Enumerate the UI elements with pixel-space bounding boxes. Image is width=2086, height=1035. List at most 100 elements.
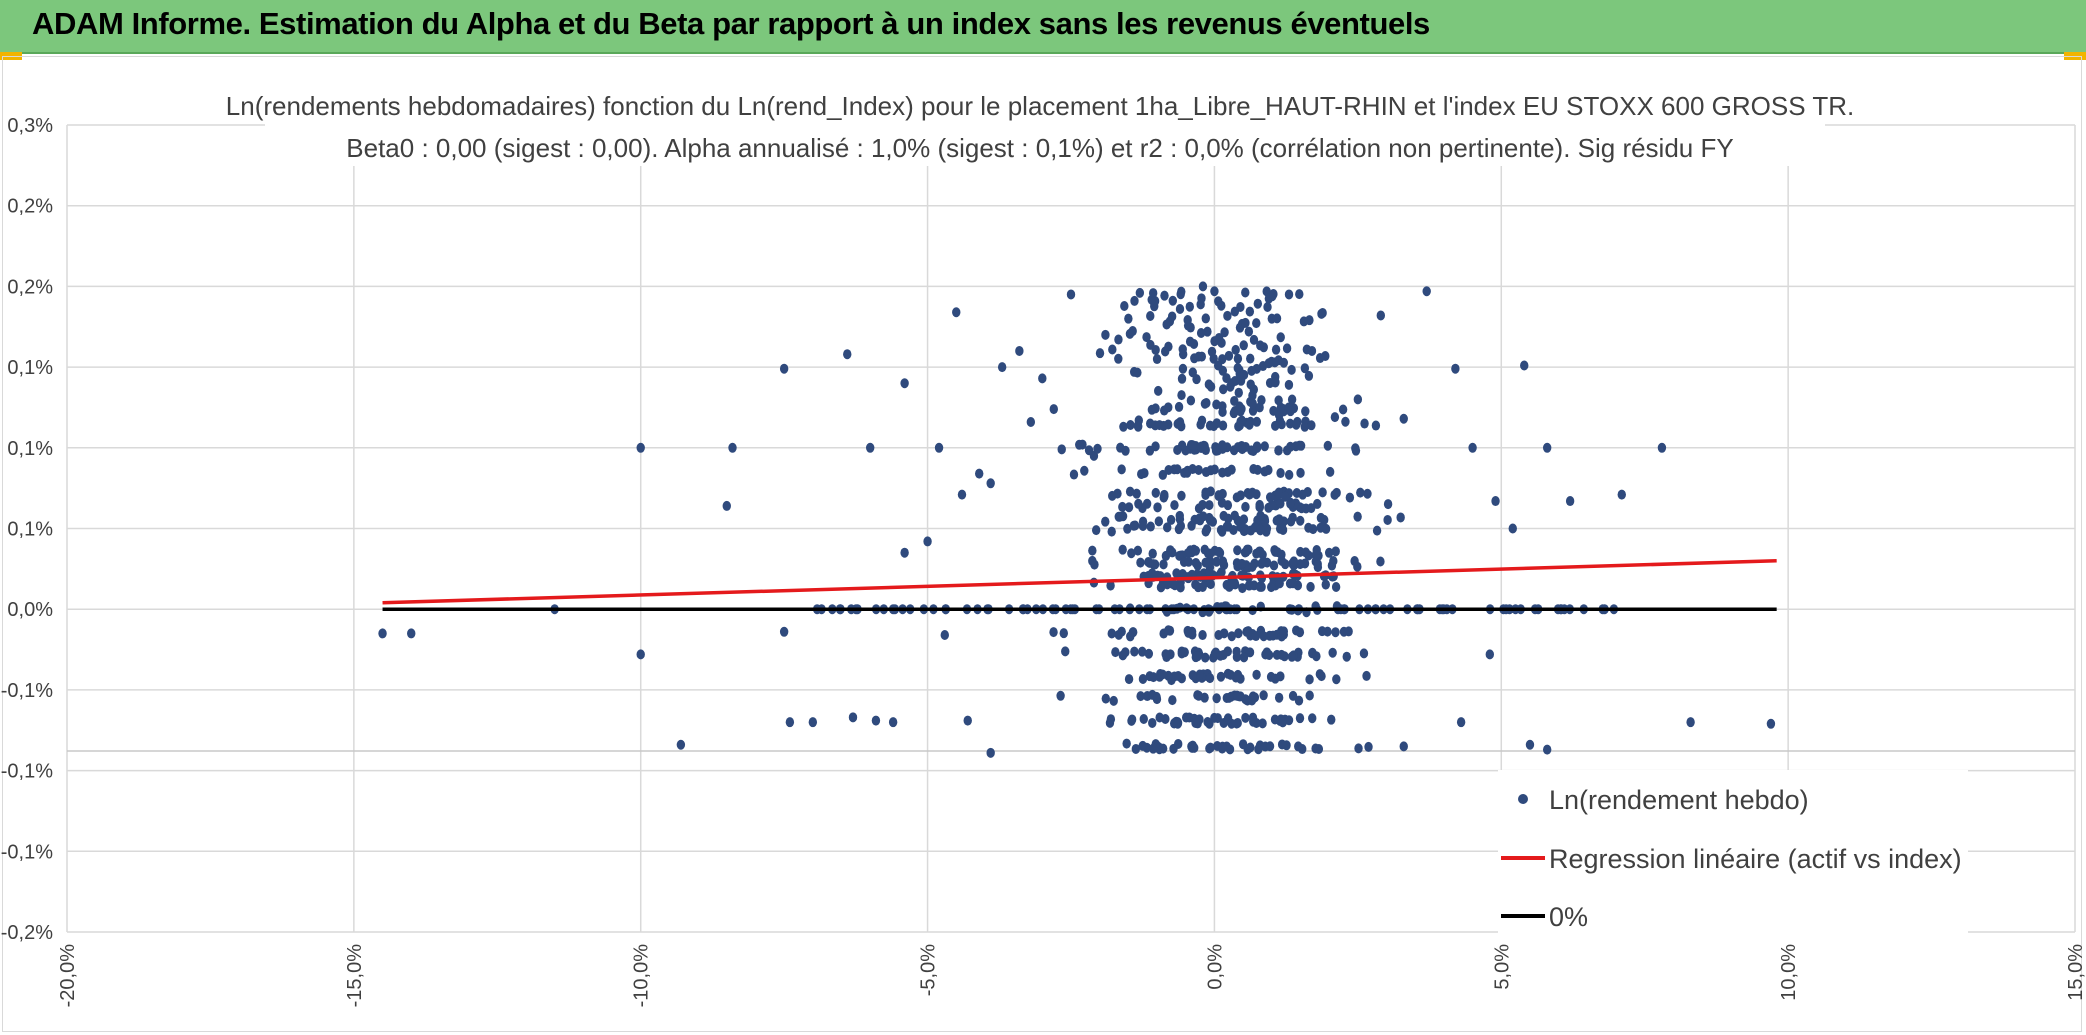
data-point [1173, 738, 1183, 749]
data-point [1294, 695, 1304, 706]
data-point [1565, 496, 1575, 507]
data-point [1396, 512, 1405, 523]
data-point [1264, 649, 1274, 660]
data-point [1178, 568, 1187, 579]
data-point [1248, 561, 1257, 572]
data-point [1276, 468, 1285, 479]
data-point [1244, 326, 1254, 337]
data-point [1198, 630, 1207, 641]
data-point [843, 349, 852, 360]
data-point [1148, 717, 1157, 728]
data-point [1038, 373, 1047, 384]
data-point [1056, 690, 1065, 701]
data-point [1318, 307, 1327, 318]
data-point [1229, 579, 1238, 590]
data-point [1212, 556, 1221, 567]
x-tick-label: 5,0% [1491, 944, 1513, 990]
data-point [1224, 350, 1234, 361]
data-point [1300, 558, 1310, 569]
data-point [1252, 318, 1261, 329]
data-point [1321, 579, 1330, 590]
data-point [1188, 440, 1197, 451]
data-point [1166, 514, 1176, 525]
data-point [1259, 631, 1268, 642]
data-point [1194, 503, 1204, 514]
data-point [923, 536, 932, 547]
header-bar: ADAM Informe. Estimation du Alpha et du … [0, 0, 2086, 54]
data-point [1124, 502, 1134, 513]
data-point [1223, 500, 1233, 511]
data-point [1345, 492, 1355, 503]
data-point [1285, 578, 1295, 589]
data-point [1148, 548, 1157, 559]
data-point [1136, 691, 1145, 702]
data-point [1236, 490, 1245, 501]
data-point [1146, 521, 1155, 532]
data-point [1101, 516, 1110, 527]
legend-background [1498, 770, 1968, 942]
data-point [1146, 311, 1155, 322]
data-point [1263, 302, 1272, 313]
legend-label-regression: Regression linéaire (actif vs index) [1549, 844, 1962, 874]
data-point [1284, 289, 1294, 300]
data-point [1338, 404, 1348, 415]
data-point [1657, 442, 1667, 453]
data-point [1229, 408, 1239, 419]
data-point [1190, 742, 1199, 753]
data-point [1215, 547, 1225, 558]
data-point [1153, 502, 1162, 513]
data-point [1324, 547, 1334, 558]
data-point [378, 628, 387, 639]
data-point [1148, 288, 1158, 299]
data-point [1183, 320, 1193, 331]
data-point [1214, 490, 1223, 501]
data-point [1327, 714, 1336, 725]
data-point [1331, 582, 1341, 593]
data-point [1126, 631, 1135, 642]
data-point [1230, 306, 1240, 317]
data-point [1230, 395, 1239, 406]
data-point [1130, 646, 1139, 657]
data-point [1286, 497, 1295, 508]
data-point [1456, 717, 1466, 728]
data-point [1304, 522, 1313, 533]
data-point [1164, 625, 1173, 636]
data-point [1224, 692, 1234, 703]
data-point [1136, 557, 1145, 568]
data-point [1175, 303, 1185, 314]
data-point [1133, 545, 1143, 556]
chart-subtitle: Beta0 : 0,00 (sigest : 0,00). Alpha annu… [346, 133, 1733, 163]
data-point [1270, 545, 1279, 556]
data-point [1124, 313, 1133, 324]
data-point [1299, 316, 1309, 327]
data-point [1213, 360, 1223, 371]
data-point [636, 442, 645, 453]
data-point [1132, 488, 1141, 499]
data-point [1177, 490, 1186, 501]
data-point [1218, 467, 1227, 478]
data-point [1206, 548, 1215, 559]
data-point [1173, 418, 1182, 429]
data-point [1144, 648, 1154, 659]
data-point [1278, 717, 1287, 728]
data-point [1161, 649, 1170, 660]
data-point [1179, 557, 1189, 568]
data-point [1294, 741, 1303, 752]
data-point [1195, 669, 1204, 680]
data-point [1286, 516, 1296, 527]
data-point [1350, 556, 1359, 567]
data-point [1383, 514, 1392, 525]
data-point [1149, 672, 1158, 683]
chart-frame [2, 56, 2082, 1032]
data-point [1542, 442, 1552, 453]
data-point [1295, 440, 1304, 451]
data-point [1160, 346, 1170, 357]
data-point [1311, 743, 1320, 754]
data-point [1237, 558, 1247, 569]
data-point [1201, 652, 1210, 663]
data-point [1248, 398, 1257, 409]
data-point [1239, 526, 1249, 537]
data-point [1203, 716, 1212, 727]
data-point [1249, 334, 1259, 345]
data-point [728, 442, 737, 453]
